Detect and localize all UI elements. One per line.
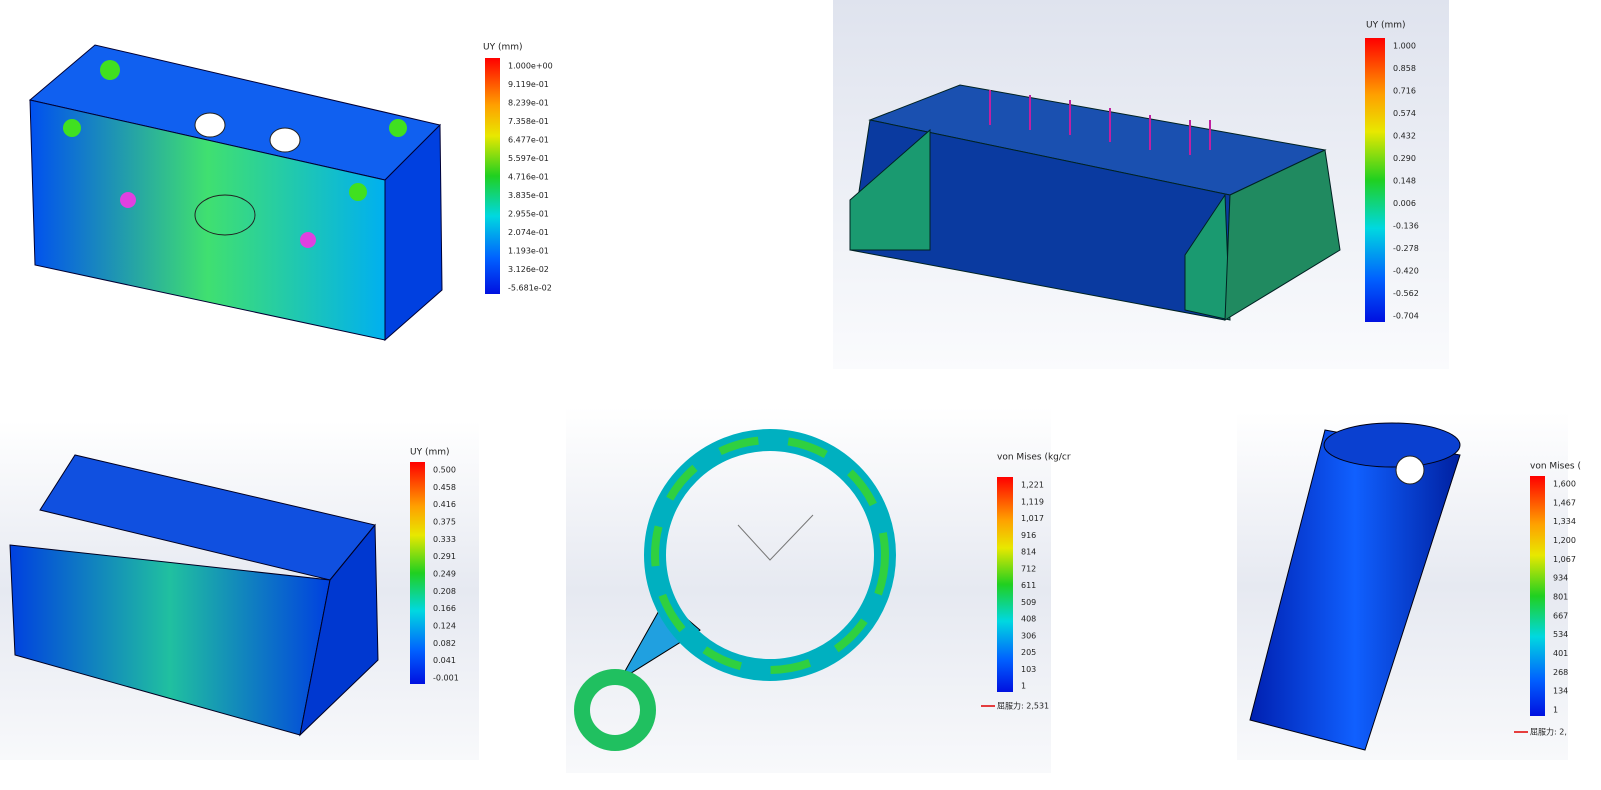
- legend-label: 611: [1021, 581, 1036, 590]
- legend-label: 0.148: [1393, 177, 1416, 186]
- legend-label: 0.124: [433, 622, 456, 631]
- legend-label: -0.001: [433, 674, 459, 683]
- legend-label: 0.416: [433, 500, 456, 509]
- legend-label: 6.477e-01: [508, 136, 549, 145]
- legend-title: UY (mm): [410, 448, 450, 458]
- legend-label: 0.041: [433, 656, 456, 665]
- legend-label: 7.358e-01: [508, 117, 549, 126]
- legend-label: 5.597e-01: [508, 154, 549, 163]
- legend-label: 0.458: [433, 483, 456, 492]
- legend-label: 1,600: [1553, 480, 1576, 489]
- yield-label: 屈服力: 2,531: [997, 701, 1049, 711]
- legend-label: 0.716: [1393, 87, 1416, 96]
- legend-label: 408: [1021, 615, 1036, 624]
- color-bar: [485, 58, 500, 294]
- legend-label: -0.562: [1393, 289, 1419, 298]
- legend-label: -0.136: [1393, 222, 1419, 231]
- legend-label: 1,467: [1553, 498, 1576, 507]
- legend-label: 4.716e-01: [508, 173, 549, 182]
- legend-label: 534: [1553, 630, 1568, 639]
- legend-label: 814: [1021, 548, 1036, 557]
- legend-label: 0.249: [433, 570, 456, 579]
- legend-title: UY (mm): [483, 43, 523, 53]
- legend-label: 0.500: [433, 466, 456, 475]
- legend-label: 3.835e-01: [508, 191, 549, 200]
- legend-label: 103: [1021, 665, 1036, 674]
- legend-label: 2.955e-01: [508, 210, 549, 219]
- legend-label: 1.193e-01: [508, 247, 549, 256]
- legend-label: 1,067: [1553, 555, 1576, 564]
- legend-title: von Mises (: [1530, 462, 1581, 472]
- legend-label: 1,200: [1553, 536, 1576, 545]
- legend-title: von Mises (kg/cr: [997, 453, 1071, 463]
- legend-label: 268: [1553, 668, 1568, 677]
- legend-label: 0.858: [1393, 64, 1416, 73]
- legend-label: -0.420: [1393, 267, 1419, 276]
- model-1: [28, 44, 443, 342]
- legend-label: 1,334: [1553, 517, 1576, 526]
- yield-label: 屈服力: 2,: [1530, 727, 1567, 737]
- legend-label: 134: [1553, 687, 1568, 696]
- model-4: [574, 429, 896, 751]
- legend-label: 0.432: [1393, 132, 1416, 141]
- legend-label: 712: [1021, 564, 1036, 573]
- legend-title: UY (mm): [1366, 21, 1406, 31]
- legend-label: 1,221: [1021, 481, 1044, 490]
- legend-label: -0.704: [1393, 312, 1419, 321]
- legend-label: -0.278: [1393, 244, 1419, 253]
- legend-label: 0.574: [1393, 109, 1416, 118]
- legend-label: 0.006: [1393, 199, 1416, 208]
- color-bar: [1365, 38, 1385, 322]
- legend-label: 0.208: [433, 587, 456, 596]
- legend-label: 401: [1553, 649, 1568, 658]
- legend-label: 306: [1021, 631, 1036, 640]
- legend-label: 801: [1553, 593, 1568, 602]
- legend-label: 1.000: [1393, 42, 1416, 51]
- legend-label: 8.239e-01: [508, 99, 549, 108]
- model-5: [1249, 422, 1461, 751]
- legend-label: 934: [1553, 574, 1568, 583]
- legend-label: 0.333: [433, 535, 456, 544]
- color-bar: [1530, 476, 1545, 716]
- legend-label: 509: [1021, 598, 1036, 607]
- legend-label: 0.375: [433, 518, 456, 527]
- legend-label: 9.119e-01: [508, 80, 549, 89]
- legend-label: 1.000e+00: [508, 62, 553, 71]
- color-bar: [410, 462, 425, 684]
- legend-label: 0.082: [433, 639, 456, 648]
- legend-label: 2.074e-01: [508, 228, 549, 237]
- legend-label: -5.681e-02: [508, 284, 552, 293]
- legend-label: 1: [1553, 706, 1558, 715]
- legend-label: 3.126e-02: [508, 265, 549, 274]
- legend-label: 1,119: [1021, 497, 1044, 506]
- legend-label: 0.290: [1393, 154, 1416, 163]
- legend-label: 0.291: [433, 552, 456, 561]
- legend-label: 1,017: [1021, 514, 1044, 523]
- legend-label: 205: [1021, 648, 1036, 657]
- model-2: [849, 84, 1341, 321]
- legend-label: 916: [1021, 531, 1036, 540]
- legend-label: 0.166: [433, 604, 456, 613]
- legend-label: 667: [1553, 611, 1568, 620]
- color-bar: [997, 477, 1013, 692]
- model-3: [9, 454, 379, 737]
- legend-label: 1: [1021, 682, 1026, 691]
